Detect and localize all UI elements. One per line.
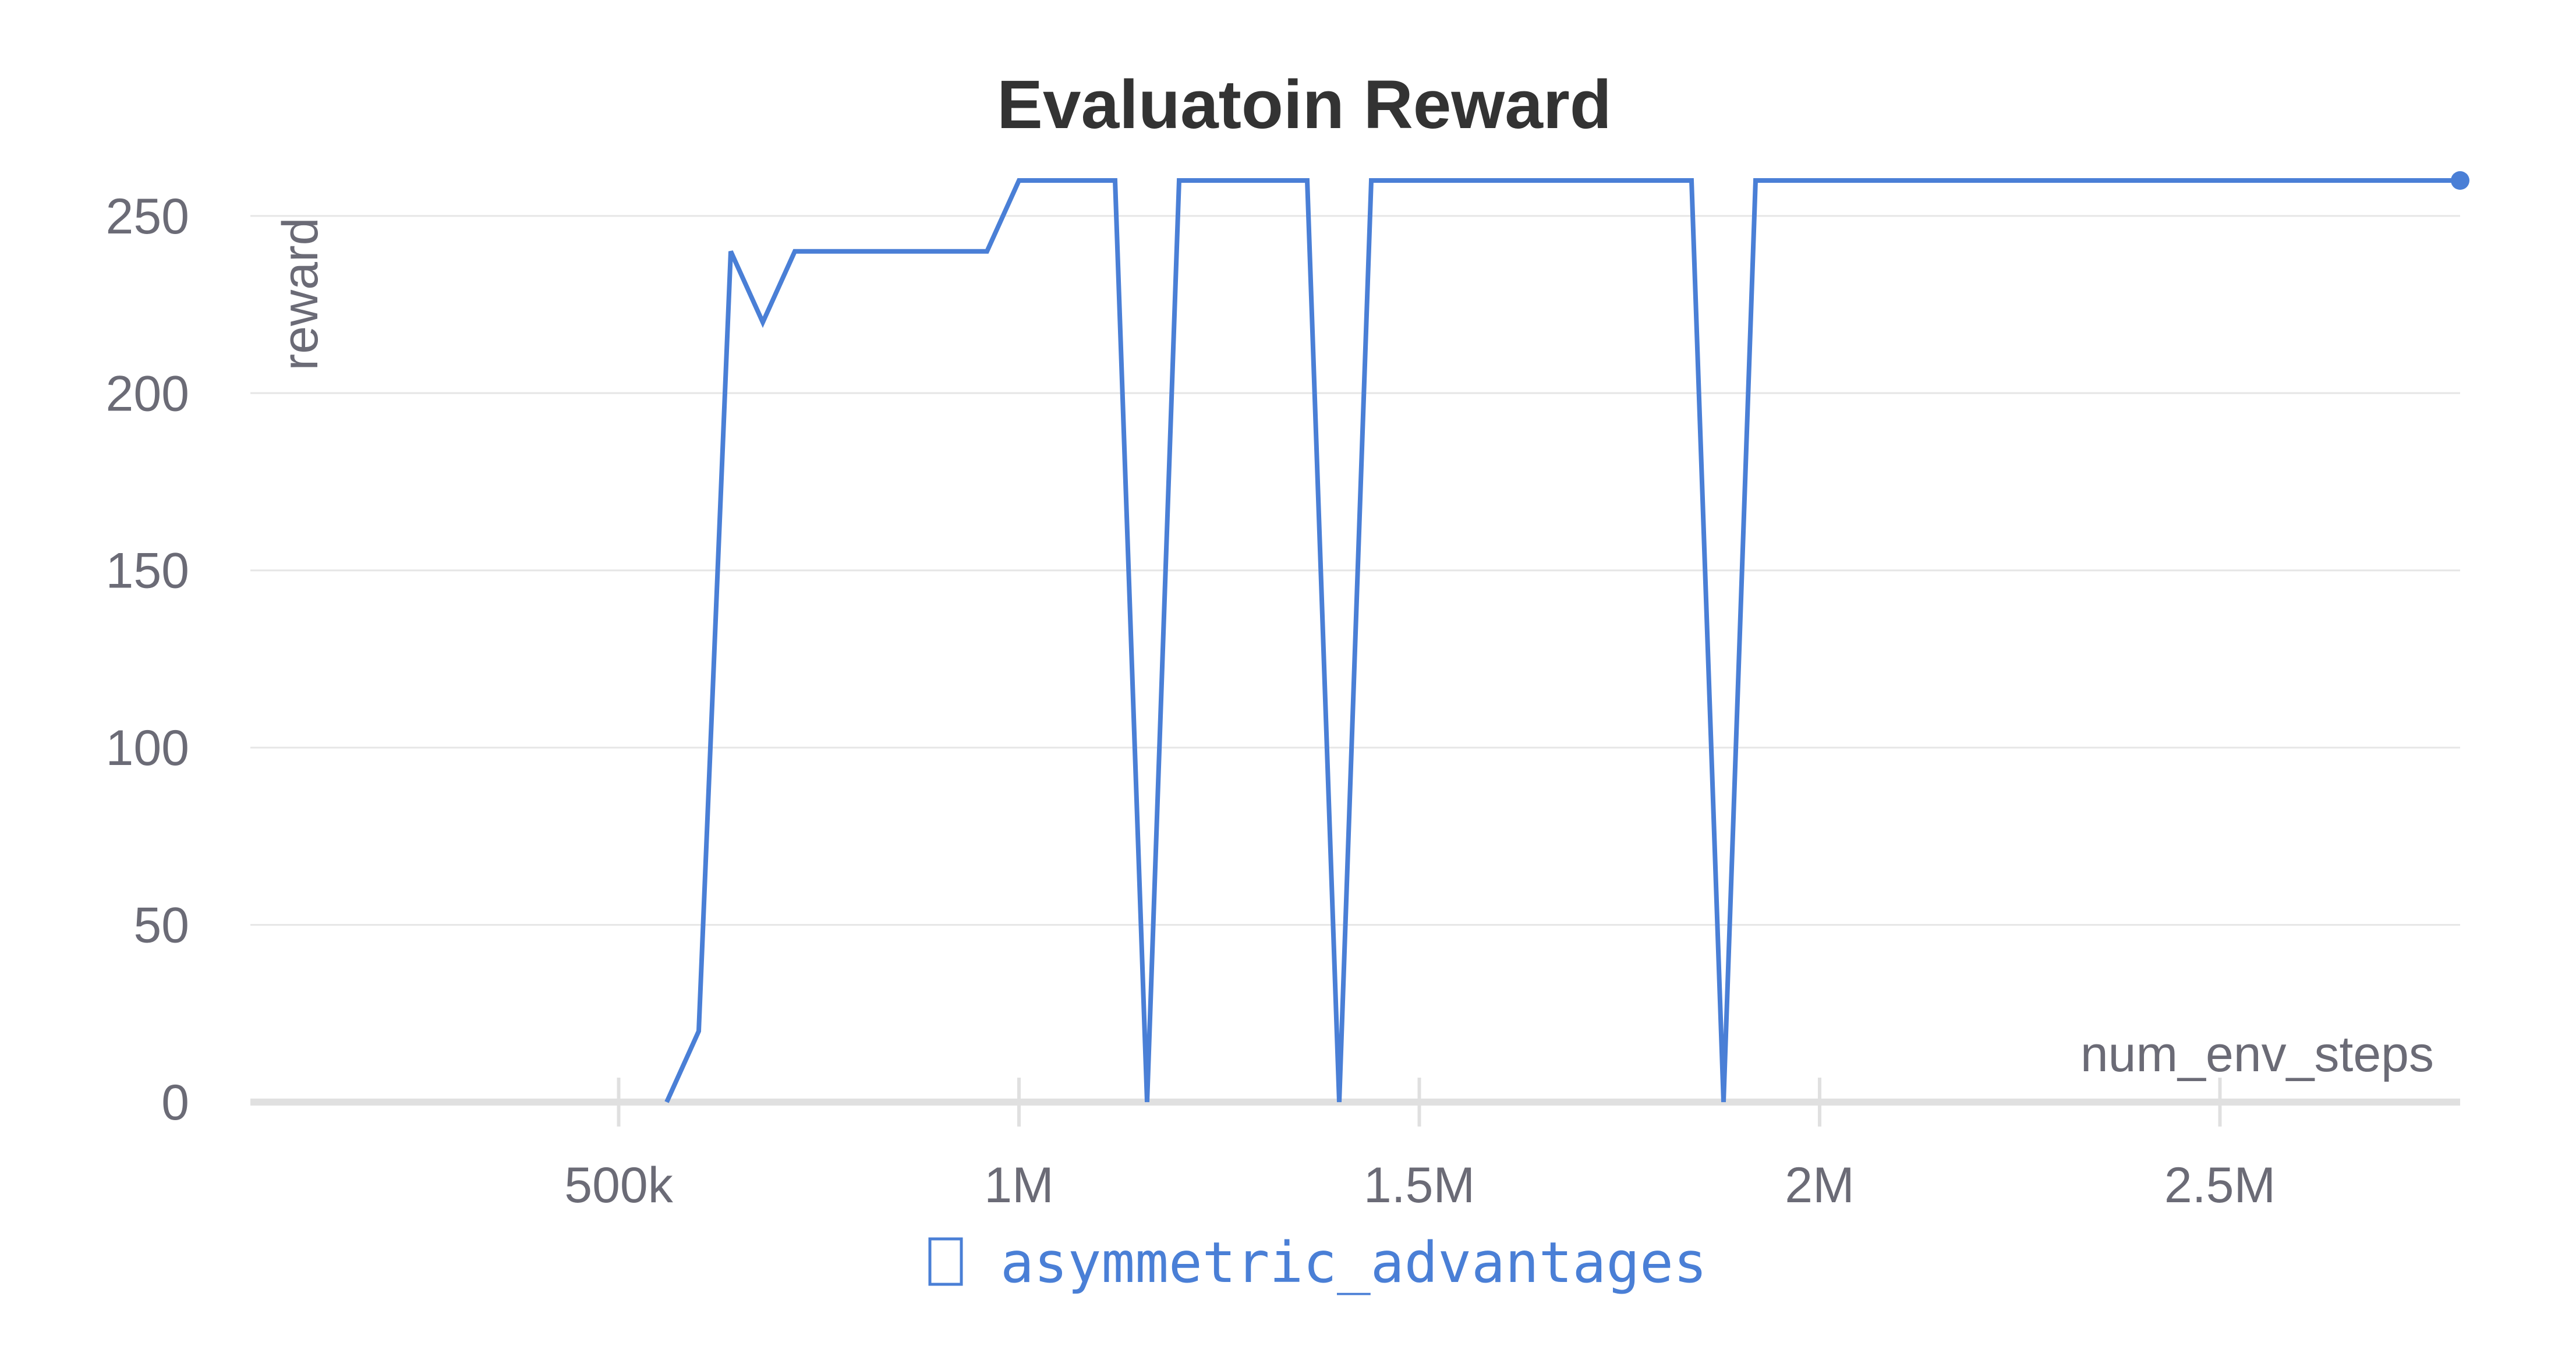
x-axis-ticks: 500k 1M 1.5M 2M 2.5M <box>564 1078 2276 1213</box>
x-tick-label: 2.5M <box>2164 1157 2276 1213</box>
y-axis-ticks: 0 50 100 150 200 250 <box>106 189 190 1131</box>
series-line-asymmetric_advantages[interactable] <box>664 178 2460 1103</box>
chart-title: Evaluatoin Reward <box>997 66 1612 143</box>
series-group <box>664 171 2469 1103</box>
y-tick-label: 150 <box>106 543 190 599</box>
x-tick-label: 1.5M <box>1364 1157 1475 1213</box>
x-tick-label: 1M <box>984 1157 1053 1213</box>
y-tick-label: 0 <box>161 1075 189 1131</box>
grid-lines <box>250 215 2460 926</box>
y-tick-label: 100 <box>106 720 190 776</box>
y-tick-label: 250 <box>106 189 190 245</box>
x-tick-label: 2M <box>1785 1157 1854 1213</box>
legend-entry-label: asymmetric_advantages <box>1000 1230 1707 1295</box>
y-tick-label: 50 <box>133 898 189 954</box>
y-axis-label: reward <box>273 218 328 371</box>
y-tick-label: 200 <box>106 366 190 422</box>
series-end-point[interactable] <box>2451 171 2469 190</box>
legend[interactable]: asymmetric_advantages <box>928 1230 1707 1295</box>
x-tick-label: 500k <box>564 1157 673 1213</box>
legend-swatch-box <box>928 1237 963 1286</box>
x-axis-label: num_env_steps <box>2080 1026 2434 1082</box>
